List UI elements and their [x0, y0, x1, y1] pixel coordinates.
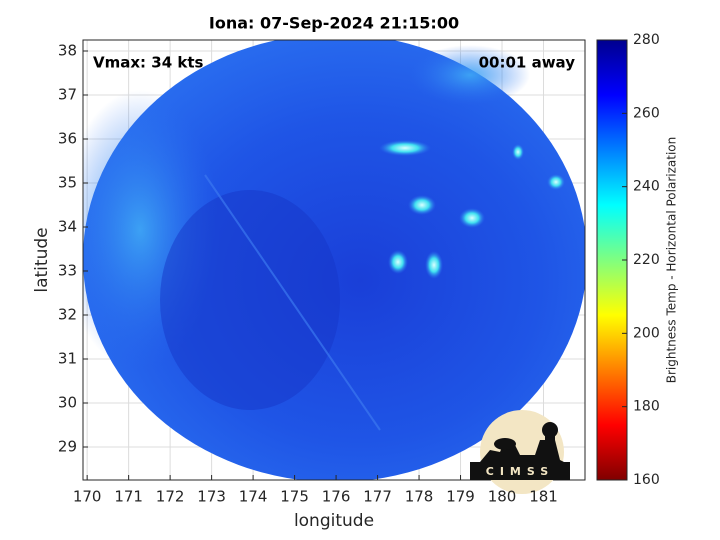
- swath-feature: [408, 195, 436, 215]
- colorbar-label: Brightness Temp - Horizontal Polarizatio…: [665, 137, 679, 384]
- y-tick-label: 32: [58, 306, 77, 324]
- x-tick-label: 180: [488, 488, 517, 506]
- colorbar-tick-label: 200: [633, 325, 660, 341]
- x-tick-label: 181: [529, 488, 558, 506]
- x-tick-label: 176: [322, 488, 351, 506]
- colorbar-tick-label: 180: [633, 399, 660, 415]
- y-tick-label: 31: [58, 350, 77, 368]
- swath-feature: [160, 190, 340, 410]
- x-tick-label: 178: [405, 488, 434, 506]
- swath-feature: [379, 140, 431, 156]
- swath-feature: [388, 250, 408, 274]
- x-tick-label: 170: [73, 488, 102, 506]
- x-tick-label: 174: [239, 488, 268, 506]
- logo-text: CIMSS: [486, 465, 554, 478]
- logo-banner: [470, 462, 570, 480]
- ticks: [83, 50, 545, 480]
- colorbar-tick-label: 160: [633, 472, 660, 488]
- y-tick-label: 33: [58, 262, 77, 280]
- swath-feature: [547, 174, 565, 190]
- y-tick-label: 38: [58, 42, 77, 60]
- x-tick-label: 172: [156, 488, 185, 506]
- x-tick-label: 175: [280, 488, 309, 506]
- logo-dish: [494, 438, 516, 450]
- swath-feature: [512, 144, 524, 160]
- x-tick-label: 171: [114, 488, 143, 506]
- y-tick-label: 37: [58, 86, 77, 104]
- colorbar-tick-label: 240: [633, 179, 660, 195]
- x-axis-label: longitude: [294, 511, 374, 531]
- y-tick-label: 30: [58, 394, 77, 412]
- swath-feature: [459, 208, 485, 228]
- colorbar-tick-label: 280: [633, 32, 660, 48]
- y-tick-label: 36: [58, 130, 77, 148]
- logo-tower: [542, 422, 558, 438]
- x-tick-label: 173: [197, 488, 226, 506]
- y-tick-label: 34: [58, 218, 77, 236]
- colorbar-tick-label: 220: [633, 252, 660, 268]
- y-axis-label: latitude: [32, 227, 52, 292]
- plot-frame: [82, 39, 586, 481]
- y-tick-label: 29: [58, 438, 77, 456]
- chart-title: Iona: 07-Sep-2024 21:15:00: [209, 14, 459, 33]
- annotation: 00:01 away: [479, 54, 576, 72]
- y-tick-label: 35: [58, 174, 77, 192]
- x-tick-label: 179: [446, 488, 475, 506]
- swath-feature: [410, 45, 530, 105]
- image-swath: [83, 40, 585, 480]
- x-tick-label: 177: [363, 488, 392, 506]
- swath-feature: [425, 251, 443, 279]
- swath-feature: [204, 174, 381, 431]
- colorbar-tick-label: 260: [633, 105, 660, 121]
- logo: CIMSS: [470, 410, 570, 494]
- annotation: Vmax: 34 kts: [93, 54, 203, 72]
